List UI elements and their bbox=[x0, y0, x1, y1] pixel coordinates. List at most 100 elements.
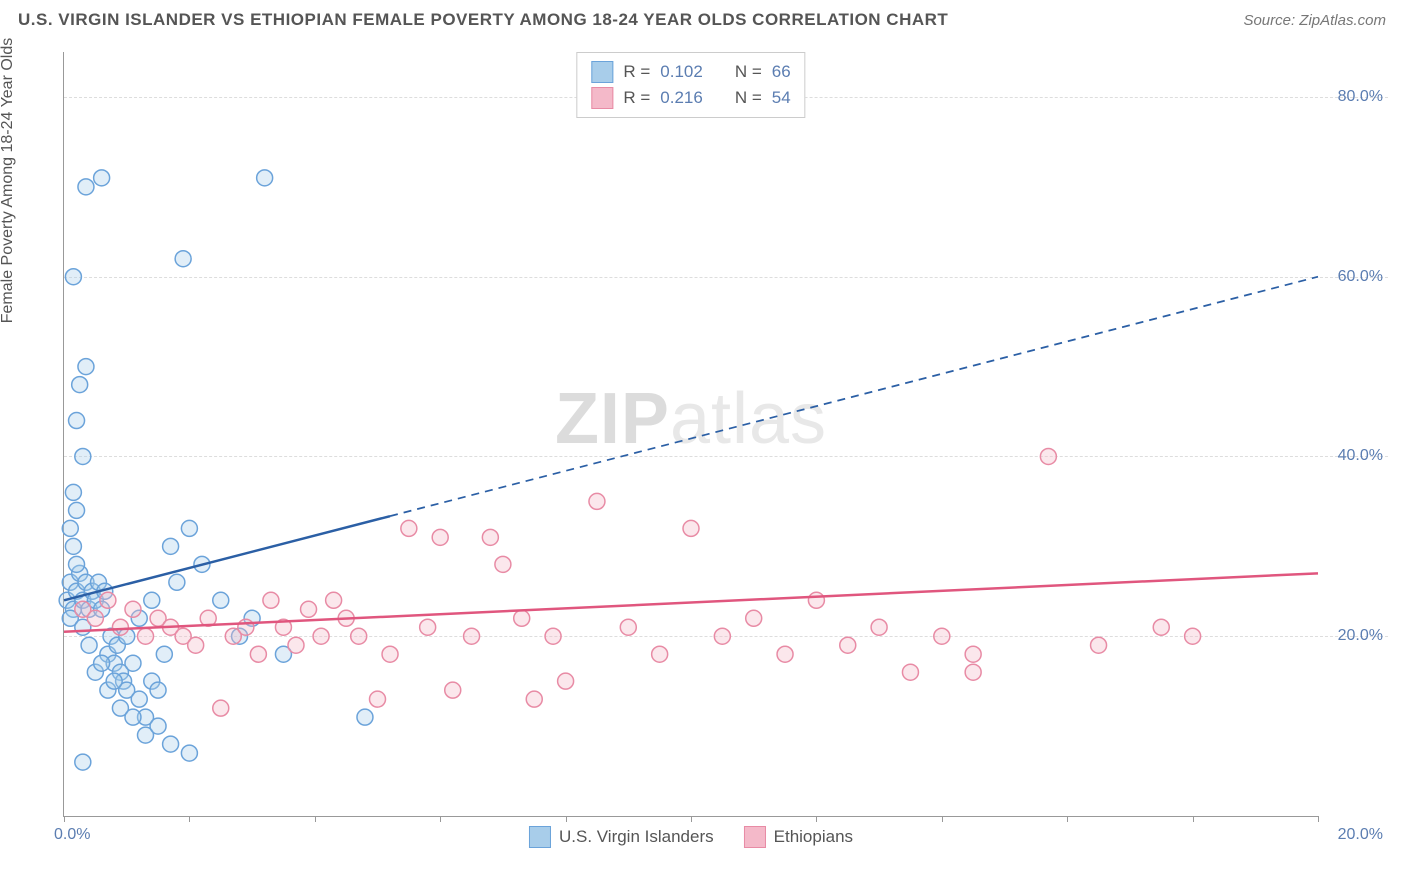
scatter-point bbox=[288, 637, 304, 653]
legend-bottom: U.S. Virgin Islanders Ethiopians bbox=[529, 826, 853, 848]
scatter-point bbox=[94, 170, 110, 186]
scatter-point bbox=[495, 556, 511, 572]
scatter-point bbox=[87, 610, 103, 626]
scatter-point bbox=[138, 628, 154, 644]
scatter-point bbox=[965, 646, 981, 662]
scatter-point bbox=[445, 682, 461, 698]
scatter-point bbox=[163, 538, 179, 554]
scatter-point bbox=[125, 709, 141, 725]
x-tick-mark bbox=[1193, 816, 1194, 822]
n-label-0: N = bbox=[735, 62, 762, 82]
scatter-point bbox=[257, 170, 273, 186]
x-tick-mark bbox=[942, 816, 943, 822]
scatter-point bbox=[326, 592, 342, 608]
y-tick-label: 20.0% bbox=[1338, 627, 1383, 645]
scatter-point bbox=[545, 628, 561, 644]
scatter-point bbox=[902, 664, 918, 680]
scatter-point bbox=[401, 520, 417, 536]
scatter-point bbox=[420, 619, 436, 635]
r-value-0: 0.102 bbox=[660, 62, 703, 82]
n-value-1: 54 bbox=[772, 88, 791, 108]
scatter-point bbox=[871, 619, 887, 635]
scatter-point bbox=[746, 610, 762, 626]
scatter-point bbox=[213, 700, 229, 716]
scatter-point bbox=[589, 493, 605, 509]
scatter-point bbox=[112, 619, 128, 635]
trend-line-solid bbox=[64, 573, 1318, 631]
scatter-point bbox=[163, 736, 179, 752]
scatter-point bbox=[125, 655, 141, 671]
scatter-point bbox=[75, 754, 91, 770]
n-value-0: 66 bbox=[772, 62, 791, 82]
scatter-point bbox=[69, 413, 85, 429]
legend-bottom-0: U.S. Virgin Islanders bbox=[529, 826, 714, 848]
r-label-0: R = bbox=[623, 62, 650, 82]
trend-line-solid bbox=[64, 516, 390, 600]
scatter-point bbox=[69, 502, 85, 518]
scatter-point bbox=[357, 709, 373, 725]
y-tick-label: 60.0% bbox=[1338, 268, 1383, 286]
scatter-point bbox=[464, 628, 480, 644]
scatter-point bbox=[125, 601, 141, 617]
scatter-point bbox=[934, 628, 950, 644]
scatter-point bbox=[808, 592, 824, 608]
scatter-point bbox=[181, 520, 197, 536]
scatter-svg bbox=[64, 52, 1318, 816]
scatter-point bbox=[620, 619, 636, 635]
scatter-point bbox=[301, 601, 317, 617]
scatter-point bbox=[777, 646, 793, 662]
scatter-point bbox=[150, 682, 166, 698]
scatter-point bbox=[169, 574, 185, 590]
scatter-point bbox=[313, 628, 329, 644]
scatter-point bbox=[250, 646, 266, 662]
legend-bottom-label-0: U.S. Virgin Islanders bbox=[559, 827, 714, 847]
scatter-point bbox=[652, 646, 668, 662]
x-tick-0: 0.0% bbox=[54, 826, 90, 844]
legend-row-1: R = 0.216 N = 54 bbox=[591, 85, 790, 111]
scatter-point bbox=[526, 691, 542, 707]
scatter-point bbox=[69, 556, 85, 572]
legend-bottom-label-1: Ethiopians bbox=[774, 827, 853, 847]
r-value-1: 0.216 bbox=[660, 88, 703, 108]
chart-title: U.S. VIRGIN ISLANDER VS ETHIOPIAN FEMALE… bbox=[18, 10, 948, 30]
scatter-point bbox=[65, 269, 81, 285]
scatter-point bbox=[558, 673, 574, 689]
scatter-point bbox=[78, 359, 94, 375]
x-tick-mark bbox=[315, 816, 316, 822]
scatter-point bbox=[370, 691, 386, 707]
x-tick-mark bbox=[1067, 816, 1068, 822]
scatter-point bbox=[72, 377, 88, 393]
x-tick-mark bbox=[64, 816, 65, 822]
x-tick-mark bbox=[440, 816, 441, 822]
x-tick-mark bbox=[566, 816, 567, 822]
scatter-point bbox=[65, 538, 81, 554]
r-label-1: R = bbox=[623, 88, 650, 108]
x-tick-1: 20.0% bbox=[1338, 826, 1383, 844]
x-tick-mark bbox=[1318, 816, 1319, 822]
legend-swatch-1 bbox=[591, 87, 613, 109]
scatter-point bbox=[150, 718, 166, 734]
scatter-point bbox=[131, 691, 147, 707]
scatter-point bbox=[181, 745, 197, 761]
trend-line-dashed bbox=[390, 277, 1318, 516]
legend-row-0: R = 0.102 N = 66 bbox=[591, 59, 790, 85]
x-tick-mark bbox=[691, 816, 692, 822]
chart-container: Female Poverty Among 18-24 Year Olds ZIP… bbox=[18, 42, 1388, 872]
scatter-point bbox=[75, 448, 91, 464]
scatter-point bbox=[100, 592, 116, 608]
source-label: Source: ZipAtlas.com bbox=[1243, 12, 1386, 29]
scatter-point bbox=[432, 529, 448, 545]
scatter-point bbox=[514, 610, 530, 626]
scatter-point bbox=[351, 628, 367, 644]
scatter-point bbox=[144, 592, 160, 608]
scatter-point bbox=[965, 664, 981, 680]
scatter-point bbox=[238, 619, 254, 635]
y-tick-label: 80.0% bbox=[1338, 88, 1383, 106]
scatter-point bbox=[263, 592, 279, 608]
x-tick-mark bbox=[816, 816, 817, 822]
scatter-point bbox=[1153, 619, 1169, 635]
scatter-point bbox=[1185, 628, 1201, 644]
scatter-point bbox=[78, 179, 94, 195]
scatter-point bbox=[62, 520, 78, 536]
scatter-point bbox=[106, 673, 122, 689]
